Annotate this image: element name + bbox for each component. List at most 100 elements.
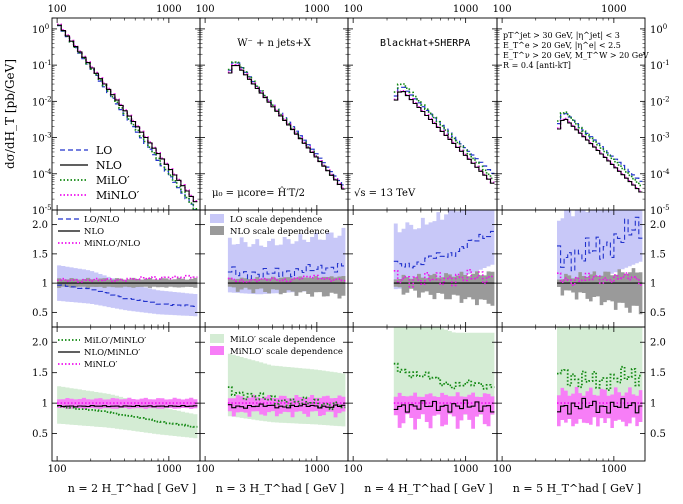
x-tick-label-bottom: 100: [344, 464, 363, 475]
x-tick-label-bottom: 1000: [601, 464, 626, 475]
panel-frame: [496, 326, 646, 462]
x-tick-label-top: 100: [196, 4, 215, 15]
y-tick-label-left: 2.0: [32, 338, 48, 349]
y-tick-label-left: 0.5: [32, 429, 48, 440]
legend-label: MiNLO′: [96, 189, 140, 202]
y-tick-label-right: 10-5: [650, 204, 670, 217]
minlo-curve: [227, 64, 346, 189]
y-tick-label-right: 2.0: [650, 338, 666, 349]
x-axis-label: n = 3 H_T^had [ GeV ]: [216, 482, 344, 495]
y-tick-label-right: 1: [650, 399, 656, 410]
lo-curve: [557, 113, 643, 182]
legend-label: MiLO′: [96, 174, 130, 187]
x-tick-label-top: 1000: [453, 4, 478, 15]
minlo-over-nlo-curve: [557, 272, 643, 286]
nlo-curve: [393, 91, 495, 184]
y-tick-label-left: 0.5: [32, 308, 48, 319]
y-tick-label-right: 1: [650, 279, 656, 290]
legend-label: LO/NLO: [84, 215, 120, 225]
y-tick-label-left: 10-4: [32, 168, 52, 181]
y-tick-label-left: 2.0: [32, 220, 48, 231]
y-tick-label-right: 10-3: [650, 132, 670, 145]
nlo-over-minlo-curve: [393, 399, 495, 413]
lo-over-nlo-curve: [393, 230, 495, 269]
scale-label: μ₀ = μcore= Ĥ′T/2: [212, 187, 305, 199]
y-tick-label-left: 10-2: [32, 95, 52, 108]
minlo-curve: [557, 117, 643, 193]
nlo-over-minlo-curve: [557, 397, 643, 415]
milo-curve: [227, 61, 346, 190]
milo-over-minlo-curve: [393, 362, 495, 390]
y-tick-label-right: 1.5: [650, 368, 666, 379]
y-tick-label-right: 10-4: [650, 168, 670, 181]
y-tick-label-left: 100: [32, 23, 49, 36]
legend-label: MiNLO′ scale dependence: [230, 347, 343, 357]
x-axis-label: n = 2 H_T^had [ GeV ]: [68, 482, 196, 495]
cut-label: E_T^e > 20 GeV, |η^e| < 2.5: [503, 41, 621, 50]
y-tick-label-right: 1.5: [650, 249, 666, 260]
nlo-scale-band: [227, 276, 346, 299]
milo-over-minlo-curve: [57, 405, 198, 428]
generator-label: BlackHat+SHERPA: [380, 38, 470, 49]
minlo-scale-band: [393, 392, 495, 430]
legend-label: LO: [96, 144, 112, 157]
milo-over-minlo-curve: [557, 365, 643, 391]
legend-label: NLO/MiNLO′: [84, 348, 140, 358]
x-axis-label: n = 5 H_T^had [ GeV ]: [513, 482, 641, 495]
y-tick-label-left: 1: [42, 399, 48, 410]
legend-band-swatch: [210, 226, 224, 235]
y-tick-label-right: 0.5: [650, 429, 666, 440]
y-tick-label-right: 10-1: [650, 59, 670, 72]
y-tick-label-left: 10-3: [32, 132, 52, 145]
y-tick-label-right: 2.0: [650, 220, 666, 231]
minlo-over-nlo-curve: [393, 269, 495, 288]
x-tick-label-bottom: 100: [493, 464, 512, 475]
legend-label: MiLO′/MiNLO′: [84, 336, 146, 346]
cut-label: pT^jet > 30 GeV, |η^jet| < 3: [503, 31, 620, 40]
milo-scale-band: [393, 327, 495, 415]
x-tick-label-bottom: 100: [196, 464, 215, 475]
x-tick-label-top: 1000: [304, 4, 329, 15]
lo-scale-band: [57, 265, 198, 317]
y-tick-label-right: 0.5: [650, 308, 666, 319]
x-tick-label-top: 100: [344, 4, 363, 15]
minlo-over-nlo-curve: [57, 274, 198, 283]
cut-label: E_T^ν > 20 GeV, M_T^W > 20 GeV: [503, 51, 649, 60]
y-tick-label-right: 100: [650, 23, 667, 36]
y-tick-label-left: 1.5: [32, 249, 48, 260]
nlo-over-minlo-curve: [227, 403, 346, 409]
y-tick-label-right: 10-2: [650, 95, 670, 108]
energy-label: √s = 13 TeV: [354, 188, 416, 199]
y-tick-label-left: 1: [42, 279, 48, 290]
nlo-curve: [227, 65, 346, 190]
process-label: W⁻ + n jets+X: [237, 38, 311, 49]
milo-curve: [393, 83, 495, 180]
cut-label: R = 0.4 [anti-kT]: [503, 61, 571, 70]
legend-band-swatch: [210, 214, 224, 223]
nlo-curve: [557, 118, 643, 193]
x-tick-label-top: 100: [493, 4, 512, 15]
y-tick-label-left: 10-1: [32, 59, 52, 72]
lo-over-nlo-curve: [227, 262, 346, 280]
lo-curve: [57, 25, 198, 211]
legend-band-swatch: [210, 346, 224, 355]
lo-over-nlo-curve: [57, 284, 198, 307]
y-tick-label-left: 1.5: [32, 368, 48, 379]
x-tick-label-bottom: 1000: [453, 464, 478, 475]
nlo-curve: [57, 24, 198, 203]
legend-label: MiLO′ scale dependence: [230, 335, 335, 345]
legend-label: NLO: [96, 159, 122, 172]
x-tick-label-bottom: 100: [48, 464, 67, 475]
lo-scale-band: [393, 210, 495, 290]
y-axis-label: dσ/dH_T [pb/GeV]: [3, 59, 17, 169]
milo-scale-band: [57, 386, 198, 439]
nlo-scale-band: [393, 271, 495, 306]
x-axis-label: n = 4 H_T^had [ GeV ]: [364, 482, 492, 495]
nlo-over-minlo-curve: [57, 405, 198, 408]
legend-band-swatch: [210, 334, 224, 343]
milo-curve: [557, 111, 643, 187]
nlo-scale-band: [557, 268, 643, 315]
x-tick-label-top: 1000: [601, 4, 626, 15]
y-tick-label-left: 10-5: [32, 204, 52, 217]
